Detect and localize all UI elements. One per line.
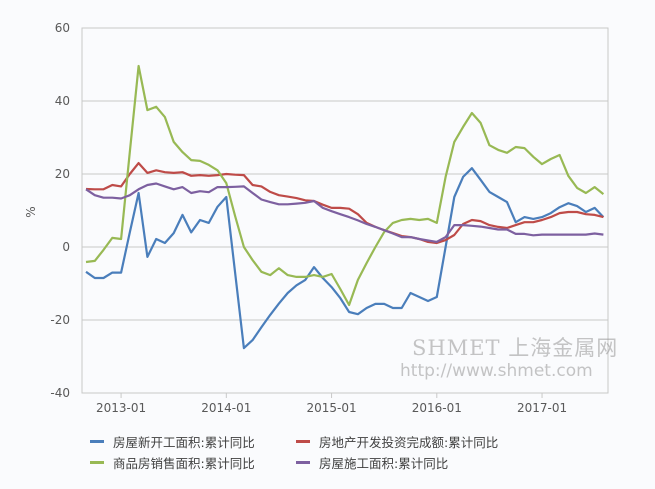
gridlines: [82, 100, 608, 321]
legend-swatch: [296, 461, 310, 464]
legend-label: 商品房销售面积:累计同比: [113, 456, 255, 471]
x-tick-label: 2014-01: [201, 401, 251, 415]
y-tick-label: 0: [62, 240, 70, 254]
x-tick-label: 2015-01: [306, 401, 356, 415]
x-axis: 2013-01 2014-01 2015-01 2016-01 2017-01: [96, 393, 567, 415]
legend-item-under-construction: 房屋施工面积:累计同比: [296, 453, 448, 472]
legend-swatch: [90, 440, 104, 443]
plot-frame: [81, 27, 609, 394]
y-tick-label: 20: [55, 167, 70, 181]
legend-item-sales: 商品房销售面积:累计同比: [90, 453, 255, 472]
series-line-0: [85, 167, 605, 350]
watermark-logo: SHMET 上海金属网: [412, 336, 619, 360]
legend-label: 房屋新开工面积:累计同比: [113, 435, 255, 450]
legend-label: 房屋施工面积:累计同比: [319, 456, 449, 471]
y-tick-label: 40: [55, 94, 70, 108]
legend-label: 房地产开发投资完成额:累计同比: [319, 435, 499, 450]
legend-swatch: [90, 461, 104, 464]
watermark-url: http://www.shmet.com: [400, 361, 593, 381]
y-tick-label: -40: [50, 386, 70, 400]
series-line-3: [85, 182, 604, 243]
legend-item-new-construction: 房屋新开工面积:累计同比: [90, 432, 255, 451]
series-line-2: [85, 64, 605, 307]
y-axis: 60 40 20 0 -20 -40: [50, 21, 70, 400]
y-tick-label: -20: [50, 313, 70, 327]
x-tick-label: 2013-01: [96, 401, 146, 415]
y-axis-label: %: [24, 206, 38, 217]
legend-swatch: [296, 440, 310, 443]
x-tick-label: 2017-01: [517, 401, 567, 415]
series-lines: [85, 64, 605, 350]
series-line-1: [85, 162, 604, 245]
y-tick-label: 60: [55, 21, 70, 35]
x-tick-label: 2016-01: [412, 401, 462, 415]
legend-item-investment: 房地产开发投资完成额:累计同比: [296, 432, 498, 451]
